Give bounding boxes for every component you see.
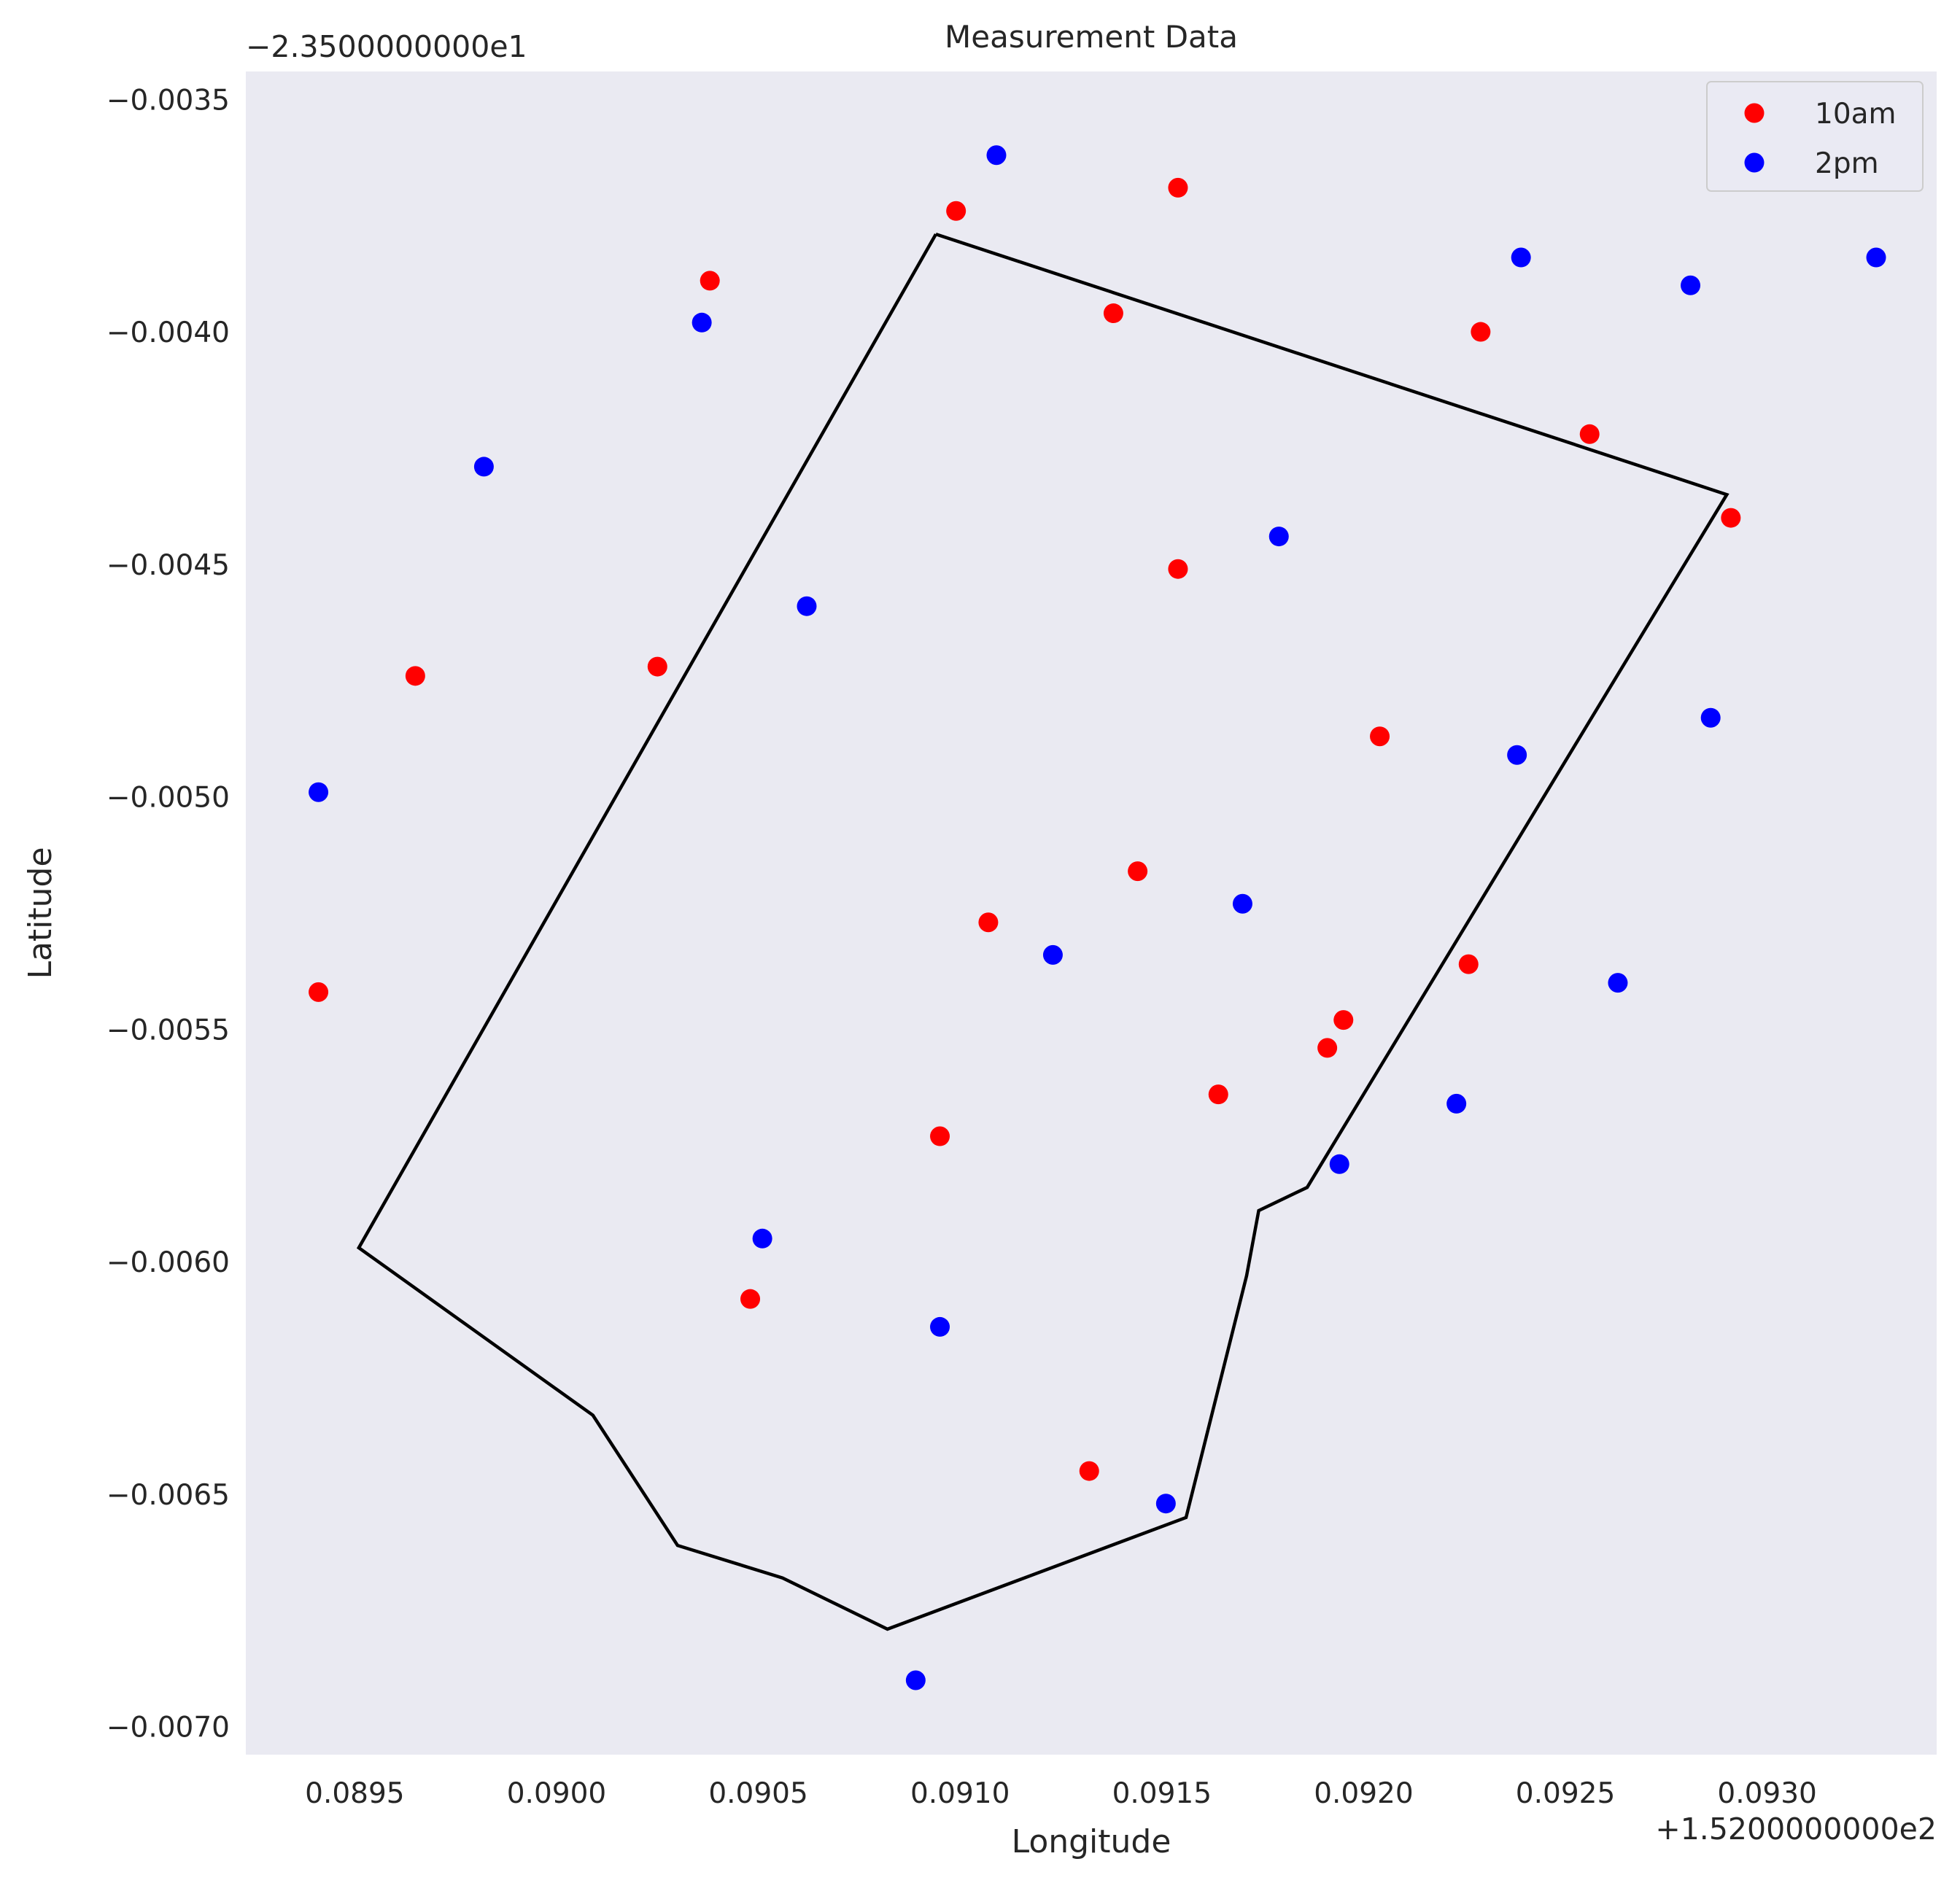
data-point	[1128, 861, 1148, 882]
x-tick-label: 0.0930	[1717, 1777, 1816, 1810]
data-point	[1079, 1461, 1099, 1481]
data-point	[1232, 893, 1252, 914]
y-axis-offset-text: −2.3500000000e1	[246, 29, 527, 64]
plot-area	[246, 71, 1937, 1755]
x-tick-label: 0.0925	[1516, 1777, 1615, 1810]
data-point	[1608, 973, 1628, 993]
x-tick-label: 0.0905	[708, 1777, 807, 1810]
data-point	[647, 656, 667, 677]
data-point	[1681, 275, 1701, 295]
data-point	[1471, 322, 1491, 342]
data-point	[309, 982, 329, 1002]
y-tick-label: −0.0040	[106, 317, 230, 349]
data-point	[1329, 1154, 1349, 1174]
legend: 10am 2pm	[1706, 81, 1924, 192]
y-tick-label: −0.0070	[106, 1712, 230, 1744]
data-point	[700, 271, 720, 291]
y-tick-label: −0.0050	[106, 782, 230, 815]
x-tick-label: 0.0920	[1314, 1777, 1413, 1810]
data-point	[1317, 1038, 1338, 1058]
data-point	[1370, 726, 1390, 747]
data-point	[1155, 1494, 1176, 1514]
data-point	[905, 1670, 926, 1690]
data-point	[1268, 527, 1289, 547]
chart-title: Measurement Data	[945, 19, 1238, 55]
data-point	[309, 782, 329, 802]
data-point	[1511, 247, 1531, 268]
data-point	[1507, 745, 1527, 765]
x-axis-label: Longitude	[1012, 1823, 1171, 1860]
data-point	[740, 1289, 761, 1309]
x-tick-label: 0.0910	[910, 1777, 1010, 1810]
data-point	[1103, 303, 1123, 324]
x-tick-label: 0.0900	[507, 1777, 606, 1810]
data-point	[1168, 177, 1188, 198]
series-10am	[309, 177, 1741, 1481]
x-tick-label: 0.0915	[1112, 1777, 1212, 1810]
data-point	[1446, 1093, 1467, 1114]
y-tick-label: −0.0060	[106, 1246, 230, 1279]
boundary-layer	[356, 232, 1729, 1631]
y-tick-label: −0.0035	[106, 84, 230, 117]
data-point	[1333, 1010, 1354, 1030]
series-2pm	[309, 145, 1886, 1690]
data-point	[930, 1316, 950, 1337]
data-point	[1458, 954, 1479, 974]
data-point	[986, 145, 1007, 166]
data-point	[692, 312, 712, 333]
legend-marker-10am	[1744, 103, 1765, 123]
y-axis-label: Latitude	[22, 847, 59, 979]
x-tick-labels: 0.0895 0.0900 0.0905 0.0910 0.0915 0.0920 0.09…	[305, 1777, 1817, 1810]
legend-label-2pm: 2pm	[1815, 147, 1879, 180]
data-point	[930, 1126, 950, 1146]
y-tick-labels: −0.0035 −0.0040 −0.0045 −0.0050 −0.0055 −0.00…	[106, 84, 230, 1744]
y-tick-label: −0.0055	[106, 1014, 230, 1047]
x-axis-offset-text: +1.5200000000e2	[1655, 1812, 1937, 1847]
data-point	[797, 596, 817, 616]
legend-marker-2pm	[1744, 152, 1765, 173]
legend-label-10am: 10am	[1815, 98, 1897, 131]
data-point	[1721, 508, 1741, 528]
y-tick-label: −0.0045	[106, 549, 230, 582]
boundary-line	[356, 232, 1729, 1631]
data-point	[1700, 707, 1721, 728]
data-point	[405, 666, 425, 686]
data-point	[1866, 247, 1886, 268]
data-point	[752, 1228, 772, 1249]
points-layer	[309, 145, 1886, 1690]
data-point	[1042, 944, 1063, 965]
data-point	[1579, 424, 1600, 444]
data-point	[978, 912, 999, 933]
data-point	[1168, 559, 1188, 579]
data-point	[946, 201, 967, 221]
y-tick-label: −0.0065	[106, 1479, 230, 1512]
x-tick-label: 0.0895	[305, 1777, 404, 1810]
data-point	[473, 457, 494, 477]
data-point	[1208, 1084, 1228, 1105]
